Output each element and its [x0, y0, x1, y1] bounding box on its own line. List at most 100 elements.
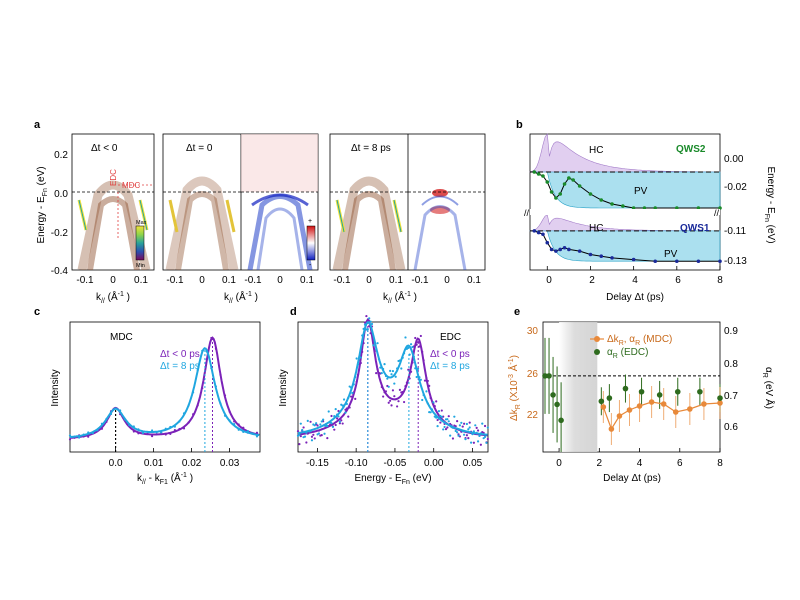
mdc-point-1 [128, 424, 131, 427]
edc-point-0 [345, 407, 348, 410]
panel-a2-xtick-0: -0.1 [166, 275, 184, 286]
edc-point-0 [298, 443, 301, 446]
edc-point-1 [331, 425, 334, 429]
edc-point-1 [326, 424, 329, 428]
mdc-point-0 [187, 421, 190, 424]
mdc-point-1 [119, 409, 122, 412]
edc-point-0 [362, 341, 365, 345]
edc-point-0 [461, 425, 464, 428]
colorbar-max-label: Max [136, 220, 147, 226]
edc-point-1 [442, 428, 445, 431]
arpes-title-before: Δt < 0 [91, 143, 118, 154]
edc-point-1 [472, 430, 475, 433]
mdc-point-1 [137, 428, 140, 431]
hc-label-bottom: HC [589, 223, 603, 234]
panel-d-legend-before: Δt < 0 ps [430, 349, 470, 360]
edc-point-1 [416, 367, 420, 370]
arpes-panel-before: Δt < 0 EDC MDC Max Min -0.1 0 0.1 k// (Å… [71, 133, 155, 305]
panel-d-xlabel: Energy - EFn (eV) [354, 473, 431, 486]
x-tick-label: 0.05 [463, 458, 483, 469]
data-point-qws1 [588, 252, 593, 257]
edc-point-1 [337, 415, 340, 418]
data-point-qws2 [696, 206, 701, 210]
mdc-point-1 [228, 419, 231, 422]
edc-point-1 [322, 418, 325, 421]
edc-point-1 [485, 441, 488, 444]
panel-a5-xtick-1: 0 [444, 275, 450, 286]
panel-b-ylabel: Energy - EFn (eV) [763, 166, 776, 243]
panel-e-xlabel: Delay Δt (ps) [603, 473, 661, 484]
mdc-point-1 [223, 414, 227, 417]
edc-point-1 [468, 426, 471, 429]
edc-point-1 [313, 424, 316, 427]
edc-point-0 [365, 314, 368, 318]
edc-point-1 [372, 344, 375, 347]
qws2-label: QWS2 [676, 144, 706, 155]
mdc-point-1 [68, 434, 72, 437]
data-point-edc [717, 395, 723, 401]
panel-a-label: a [34, 119, 41, 131]
edc-point-1 [456, 431, 459, 434]
edc-point-0 [302, 426, 305, 429]
mdc-point-1 [87, 431, 90, 434]
data-point-qws1 [554, 249, 558, 253]
edc-point-0 [468, 421, 471, 424]
mdc-point-0 [178, 427, 181, 431]
edc-point-1 [460, 421, 463, 424]
edc-point-1 [429, 411, 432, 414]
data-point-qws1 [577, 249, 582, 253]
edc-point-0 [422, 359, 425, 362]
edc-point-0 [369, 332, 372, 335]
mdc-point-1 [155, 431, 158, 434]
data-point-qws1 [653, 259, 658, 264]
data-point-qws1 [562, 245, 567, 250]
edc-point-1 [486, 426, 489, 429]
edc-point-1 [457, 434, 460, 437]
edc-point-1 [382, 367, 385, 371]
x-tick-label: 0.02 [182, 458, 202, 469]
panel-b-xtick-4: 8 [717, 275, 723, 286]
mdc-point-1 [114, 407, 117, 410]
edc-point-1 [469, 441, 473, 444]
data-point-qws1 [532, 229, 537, 233]
edc-point-1 [315, 422, 318, 425]
edc-point-0 [446, 426, 449, 429]
edc-point-0 [361, 350, 364, 353]
mdc-point-1 [201, 349, 204, 353]
edc-point-1 [478, 434, 481, 438]
data-point-qws1 [545, 240, 550, 245]
panel-a1-xtick-1: 0 [110, 275, 116, 286]
mdc-point-0 [201, 386, 204, 390]
axis-break-left: // [524, 208, 530, 218]
mdc-point-1 [178, 420, 181, 423]
data-point-qws2 [610, 202, 614, 206]
data-point-edc [674, 388, 681, 395]
mdc-point-1 [78, 436, 81, 439]
edc-point-1 [369, 320, 372, 323]
edc-point-1 [481, 422, 484, 425]
edc-point-1 [333, 415, 336, 418]
edc-point-0 [396, 405, 399, 408]
edc-point-0 [439, 421, 442, 424]
edc-point-0 [317, 429, 321, 432]
panel-a1-xlabel: k// (Å-1 ) [96, 290, 130, 305]
panel-a-ytick-3: -0.4 [51, 266, 69, 277]
edc-point-1 [390, 373, 393, 376]
edc-point-0 [387, 401, 390, 404]
edc-point-1 [389, 369, 392, 372]
edc-point-0 [426, 379, 429, 383]
panel-d-legend-after: Δt = 8 ps [430, 361, 470, 372]
edc-point-1 [436, 424, 439, 428]
edc-point-1 [471, 433, 474, 436]
pv-label-top: PV [634, 186, 648, 197]
data-point-qws2 [653, 206, 658, 210]
arpes-title-after: Δt = 8 ps [351, 143, 391, 154]
mdc-point-0 [214, 347, 218, 350]
edc-point-0 [299, 435, 302, 438]
panel-a-ylabel: Energy - EFn (eV) [36, 166, 49, 243]
panel-d-ylabel: Intensity [278, 369, 289, 406]
mdc-point-0 [237, 423, 240, 426]
panel-b-xtick-0: 0 [546, 275, 552, 286]
panel-a5-xtick-2: 0.1 [467, 275, 481, 286]
data-point-edc [622, 385, 629, 392]
